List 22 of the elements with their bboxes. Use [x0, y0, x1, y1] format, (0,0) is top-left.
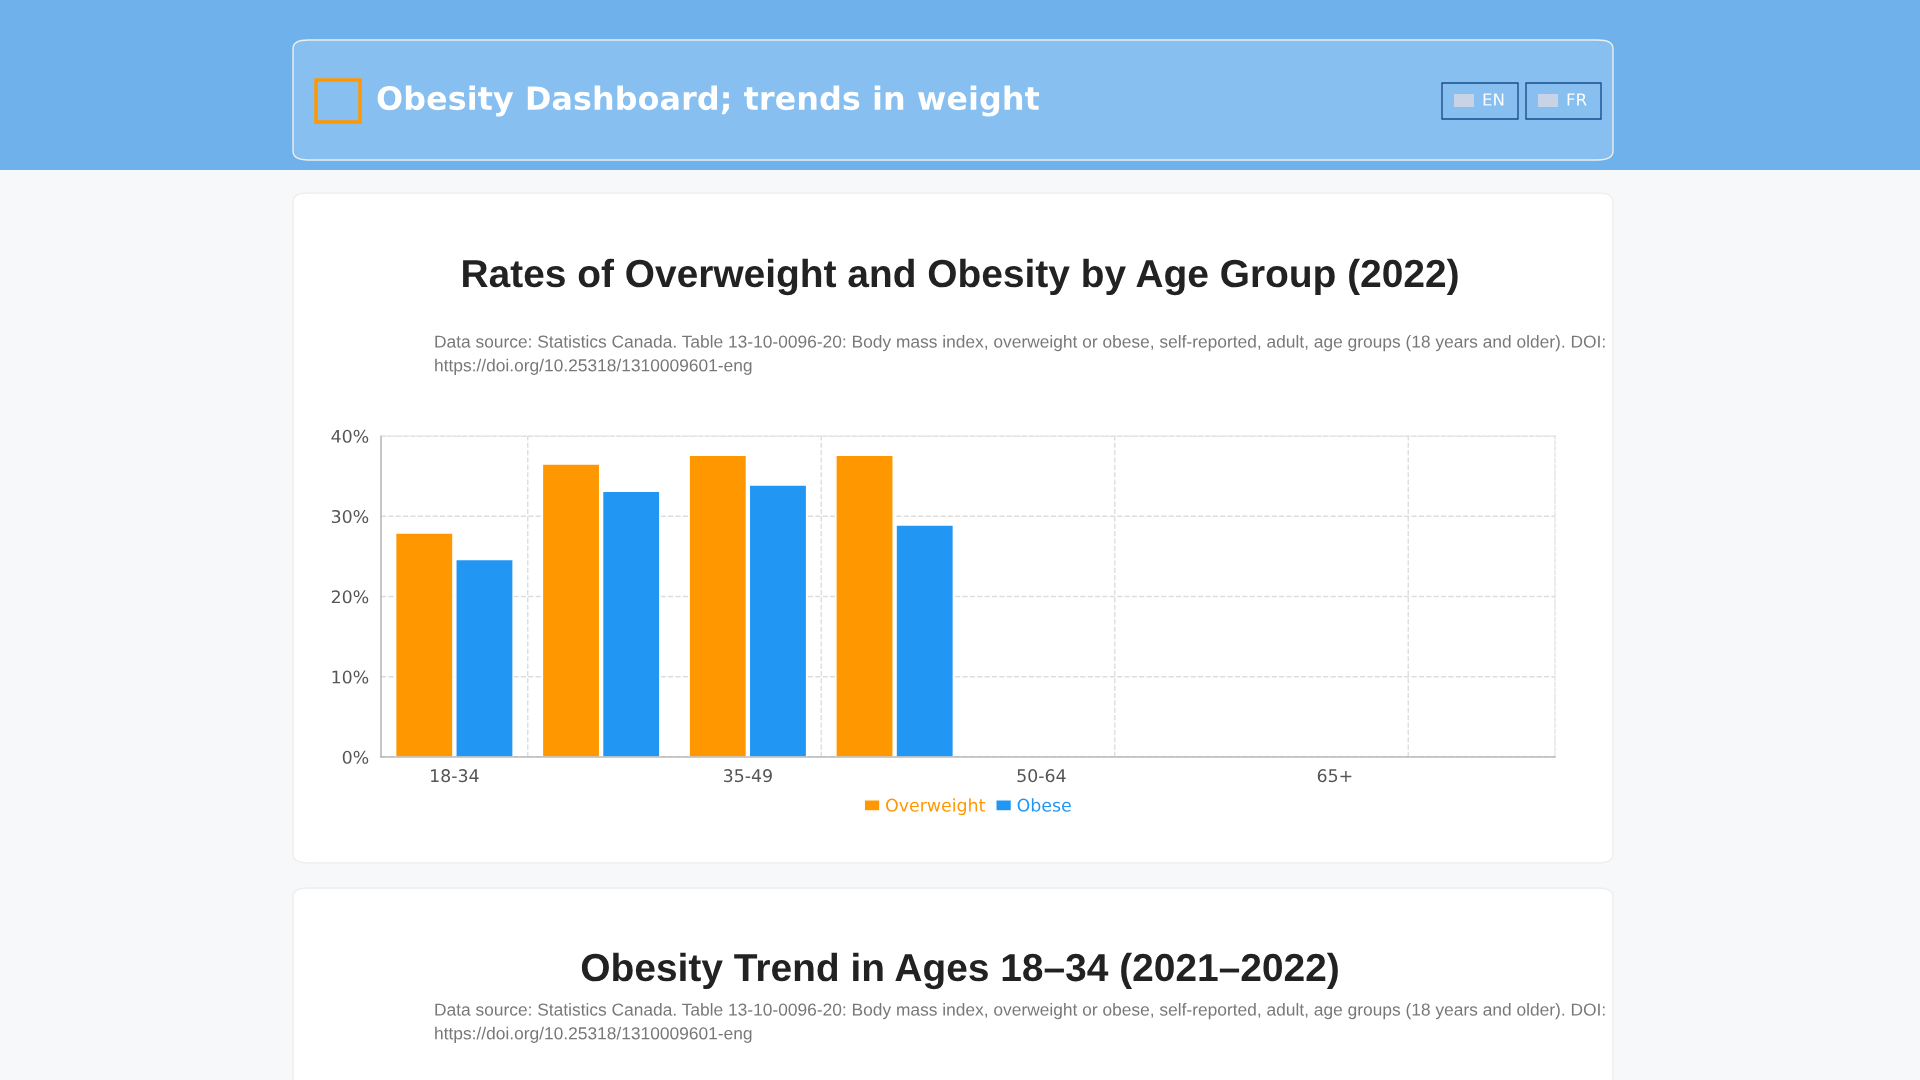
bar	[601, 490, 661, 757]
x-tick-label: 65+	[1317, 769, 1352, 783]
y-tick-label: 20%	[331, 590, 369, 604]
bar	[748, 484, 808, 757]
source-note: Data source: Statistics Canada. Table 13-10-0096-20: Body mass index, overweight or obese, self-reported, adult, age groups (18 years and older). DOI: https://doi.org/10.25318/1310009601-eng	[435, 1003, 1605, 1043]
text: Obesity Trend in Ages 18–34 (2021–2022)	[581, 952, 1338, 990]
chart-title: Rates of Overweight and Obesity by Age Group (2022)	[463, 258, 1458, 296]
legend-label: Obese	[1017, 798, 1071, 812]
y-tick-label: 10%	[332, 670, 369, 684]
text: EN	[1483, 93, 1504, 106]
bar	[688, 454, 748, 757]
x-tick-label: 50-64	[1017, 769, 1066, 783]
y-tick-label: 40%	[331, 429, 369, 443]
y-tick-label: 0%	[342, 750, 369, 764]
text: Obesity Dashboard; trends in weight	[377, 85, 1040, 117]
text: FR	[1567, 93, 1587, 106]
bar	[541, 463, 601, 757]
legend-label: Overweight	[886, 798, 985, 816]
x-tick-label: 18-34	[431, 769, 479, 783]
x-tick-label: 35-49	[723, 769, 772, 783]
y-tick-label: 30%	[331, 509, 369, 524]
chart-subtitle: Data source: Statistics Canada. Table 13-10-0096-20: Body mass index, overweight or obese, self-reported, adult, age groups (18 years and older). DOI: https://doi.org/10.25318/1310009601-eng	[435, 335, 1605, 375]
